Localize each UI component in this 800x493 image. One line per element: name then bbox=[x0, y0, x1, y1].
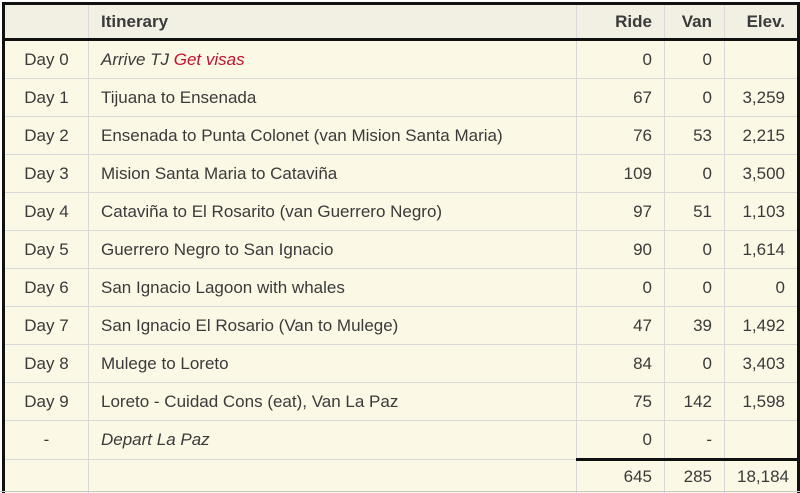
table-row-day8: Day 8 Mulege to Loreto 84 0 3,403 bbox=[3, 344, 799, 383]
next-row-hairline bbox=[0, 491, 800, 492]
day-label: Day 4 bbox=[3, 192, 89, 231]
get-visas-note: Get visas bbox=[173, 49, 245, 69]
table-row-day2: Day 2 Ensenada to Punta Colonet (van Mis… bbox=[3, 116, 799, 155]
itinerary-cell: Mision Santa Maria to Cataviña bbox=[88, 154, 577, 193]
ride-cell: 47 bbox=[576, 306, 665, 345]
ride-cell: 75 bbox=[576, 382, 665, 421]
itinerary-cell: Arrive TJ Get visas bbox=[88, 39, 577, 79]
ride-cell: 97 bbox=[576, 192, 665, 231]
day-label: Day 6 bbox=[3, 268, 89, 307]
table-row-day6: Day 6 San Ignacio Lagoon with whales 0 0… bbox=[3, 268, 799, 307]
itinerary-cell: Ensenada to Punta Colonet (van Mision Sa… bbox=[88, 116, 577, 155]
elev-cell: 1,103 bbox=[724, 192, 799, 231]
van-cell: - bbox=[664, 420, 725, 460]
van-cell: 0 bbox=[664, 230, 725, 269]
totals-row: 645 285 18,184 bbox=[3, 458, 799, 493]
van-cell: 51 bbox=[664, 192, 725, 231]
van-cell: 0 bbox=[664, 344, 725, 383]
ride-cell: 67 bbox=[576, 78, 665, 117]
total-elev: 18,184 bbox=[724, 458, 799, 493]
itinerary-cell: Tijuana to Ensenada bbox=[88, 78, 577, 117]
elev-cell: 3,500 bbox=[724, 154, 799, 193]
table-row-day1: Day 1 Tijuana to Ensenada 67 0 3,259 bbox=[3, 78, 799, 117]
day-label: - bbox=[3, 420, 89, 460]
itinerary-cell: San Ignacio El Rosario (Van to Mulege) bbox=[88, 306, 577, 345]
day-label: Day 5 bbox=[3, 230, 89, 269]
table-row-day0: Day 0 Arrive TJ Get visas 0 0 bbox=[3, 39, 799, 79]
header-ride: Ride bbox=[576, 3, 665, 41]
day-label: Day 1 bbox=[3, 78, 89, 117]
elev-cell: 2,215 bbox=[724, 116, 799, 155]
van-cell: 0 bbox=[664, 154, 725, 193]
itinerary-cell: Mulege to Loreto bbox=[88, 344, 577, 383]
totals-day-empty bbox=[3, 459, 89, 493]
ride-cell: 76 bbox=[576, 116, 665, 155]
totals-itin-empty bbox=[88, 459, 577, 493]
day-label: Day 9 bbox=[3, 382, 89, 421]
table-row-day5: Day 5 Guerrero Negro to San Ignacio 90 0… bbox=[3, 230, 799, 269]
elev-cell: 1,614 bbox=[724, 230, 799, 269]
van-cell: 142 bbox=[664, 382, 725, 421]
header-van: Van bbox=[664, 3, 725, 41]
elev-cell bbox=[724, 420, 799, 460]
van-cell: 53 bbox=[664, 116, 725, 155]
ride-cell: 0 bbox=[576, 268, 665, 307]
total-ride: 645 bbox=[576, 458, 665, 493]
header-elev: Elev. bbox=[724, 3, 799, 41]
itinerary-cell: Loreto - Cuidad Cons (eat), Van La Paz bbox=[88, 382, 577, 421]
ride-cell: 0 bbox=[576, 420, 665, 460]
table-row-day7: Day 7 San Ignacio El Rosario (Van to Mul… bbox=[3, 306, 799, 345]
elev-cell: 1,492 bbox=[724, 306, 799, 345]
table-row-day9: Day 9 Loreto - Cuidad Cons (eat), Van La… bbox=[3, 382, 799, 421]
itinerary-cell: Cataviña to El Rosarito (van Guerrero Ne… bbox=[88, 192, 577, 231]
itinerary-cell: Guerrero Negro to San Ignacio bbox=[88, 230, 577, 269]
itinerary-cell: San Ignacio Lagoon with whales bbox=[88, 268, 577, 307]
table-row-day3: Day 3 Mision Santa Maria to Cataviña 109… bbox=[3, 154, 799, 193]
van-cell: 0 bbox=[664, 78, 725, 117]
day-label: Day 2 bbox=[3, 116, 89, 155]
header-itinerary: Itinerary bbox=[88, 3, 577, 41]
ride-cell: 90 bbox=[576, 230, 665, 269]
total-van: 285 bbox=[664, 458, 725, 493]
ride-cell: 109 bbox=[576, 154, 665, 193]
ride-cell: 0 bbox=[576, 39, 665, 79]
day-label: Day 8 bbox=[3, 344, 89, 383]
day-label: Day 7 bbox=[3, 306, 89, 345]
van-cell: 39 bbox=[664, 306, 725, 345]
day-label: Day 3 bbox=[3, 154, 89, 193]
day-label: Day 0 bbox=[3, 39, 89, 79]
elev-cell: 1,598 bbox=[724, 382, 799, 421]
itinerary-text: Arrive TJ bbox=[101, 49, 174, 69]
table-row-day4: Day 4 Cataviña to El Rosarito (van Guerr… bbox=[3, 192, 799, 231]
itinerary-cell: Depart La Paz bbox=[88, 420, 577, 460]
elev-cell bbox=[724, 39, 799, 79]
van-cell: 0 bbox=[664, 39, 725, 79]
elev-cell: 3,259 bbox=[724, 78, 799, 117]
header-row: Itinerary Ride Van Elev. bbox=[3, 3, 799, 41]
elev-cell: 3,403 bbox=[724, 344, 799, 383]
header-day bbox=[3, 3, 89, 41]
ride-cell: 84 bbox=[576, 344, 665, 383]
van-cell: 0 bbox=[664, 268, 725, 307]
elev-cell: 0 bbox=[724, 268, 799, 307]
table-row-depart: - Depart La Paz 0 - bbox=[3, 420, 799, 460]
